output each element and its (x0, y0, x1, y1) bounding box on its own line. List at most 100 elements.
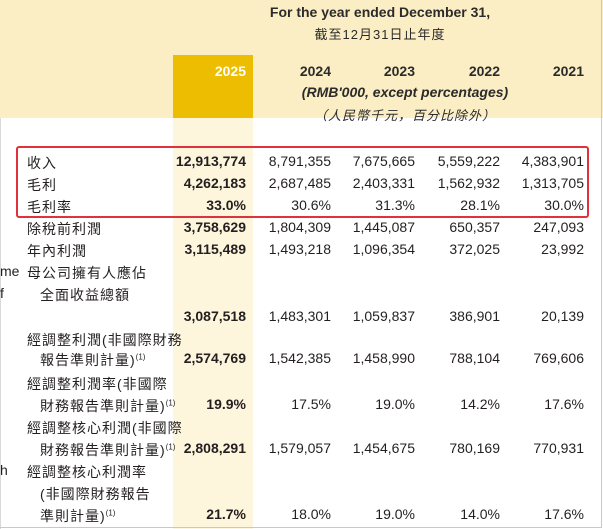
table-row: 除稅前利潤 3,758,629 1,804,309 1,445,087 650,… (0, 219, 603, 241)
table-row: 收入 12,913,774 8,791,355 7,675,665 5,559,… (0, 153, 603, 175)
value-2022: 28.1% (460, 197, 500, 213)
table-row: 19.9% 17.5% 19.0% 14.2% 17.6% (0, 396, 603, 418)
row-label-text: 財務報告準則計量) (40, 442, 166, 458)
value-2023: 1,458,990 (352, 350, 415, 366)
value-2024: 8,791,355 (268, 153, 331, 169)
value-2022: 372,025 (449, 241, 500, 257)
row-label-line: 經調整利潤率(非國際 (27, 376, 168, 392)
row-label-text: 財務報告準則計量) (40, 398, 166, 414)
value-2021: 17.6% (544, 396, 584, 412)
value-2023: 2,403,331 (352, 175, 415, 191)
row-label-line: 準則計量)(1) (40, 506, 115, 526)
value-2021: 20,139 (541, 308, 584, 324)
value-2022: 14.2% (460, 396, 500, 412)
value-2021: 1,313,705 (521, 175, 584, 191)
unit-note-zh: （人民幣千元，百分比除外） (313, 108, 496, 123)
period-title-zh: 截至12月31日止年度 (314, 27, 446, 42)
footnote-ref: (1) (165, 398, 176, 408)
year-2021: 2021 (552, 63, 584, 79)
year-2025: 2025 (214, 63, 246, 79)
value-2021: 23,992 (541, 241, 584, 257)
row-label-line: 母公司擁有人應佔 (27, 265, 147, 281)
unit-note-en: (RMB'000, except percentages) (301, 84, 509, 100)
row-label-line: 經調整核心利潤(非國際 (27, 420, 183, 436)
value-2023: 1,445,087 (352, 219, 415, 235)
period-title-en: For the year ended December 31, (269, 4, 491, 20)
value-2021: 769,606 (533, 350, 584, 366)
value-2025: 3,758,629 (183, 219, 246, 235)
value-2023: 19.0% (375, 506, 415, 522)
row-label-line: (非國際財務報告 (40, 486, 151, 502)
value-2022: 650,357 (449, 219, 500, 235)
row-label-line: 經調整利潤(非國際財務 (27, 332, 183, 348)
row-label-line: 財務報告準則計量)(1) (40, 440, 175, 460)
value-2022: 780,169 (449, 440, 500, 456)
cutoff-text: me (0, 263, 20, 279)
value-2024: 1,483,301 (268, 308, 331, 324)
value-2025: 4,262,183 (183, 175, 246, 191)
highlight-column-2025 (173, 55, 253, 529)
value-2025: 33.0% (206, 197, 246, 213)
footnote-ref: (1) (165, 442, 176, 452)
value-2025: 3,115,489 (184, 241, 246, 257)
value-2023: 31.3% (375, 197, 415, 213)
value-2023: 1,059,837 (352, 308, 415, 324)
value-2024: 1,804,309 (268, 219, 331, 235)
value-2024: 2,687,485 (268, 175, 331, 191)
header-band (0, 0, 603, 118)
value-2024: 1,493,218 (268, 241, 331, 257)
value-2021: 17.6% (544, 506, 584, 522)
year-2024: 2024 (299, 63, 331, 79)
footnote-ref: (1) (135, 352, 146, 362)
value-2022: 788,104 (449, 350, 500, 366)
value-2024: 18.0% (291, 506, 331, 522)
row-label-line: 財務報告準則計量)(1) (40, 396, 175, 416)
value-2025: 21.7% (206, 506, 246, 522)
row-label: 除稅前利潤 (27, 221, 102, 237)
value-2023: 7,675,665 (352, 153, 415, 169)
value-2023: 1,454,675 (352, 440, 415, 456)
table-row: 2,574,769 1,542,385 1,458,990 788,104 76… (0, 350, 603, 372)
row-label: 年內利潤 (27, 243, 87, 259)
value-2022: 5,559,222 (437, 153, 500, 169)
table-row: 2,808,291 1,579,057 1,454,675 780,169 77… (0, 440, 603, 462)
row-label-line: 報告準則計量)(1) (40, 350, 145, 370)
value-2023: 1,096,354 (352, 241, 415, 257)
row-label-text: 報告準則計量) (40, 352, 136, 368)
value-2024: 1,542,385 (268, 350, 331, 366)
row-label: 收入 (27, 155, 57, 171)
value-2023: 19.0% (375, 396, 415, 412)
year-2022: 2022 (468, 63, 500, 79)
value-2022: 1,562,932 (437, 175, 500, 191)
table-row: 毛利率 33.0% 30.6% 31.3% 28.1% 30.0% (0, 197, 603, 219)
table-row: 3,087,518 1,483,301 1,059,837 386,901 20… (0, 308, 603, 330)
value-2022: 386,901 (449, 308, 500, 324)
footnote-ref: (1) (105, 508, 116, 518)
value-2025: 12,913,774 (175, 153, 246, 169)
value-2022: 14.0% (460, 506, 500, 522)
row-label-text: 準則計量) (40, 508, 106, 524)
row-label-line: 經調整核心利潤率 (27, 464, 147, 480)
value-2025: 2,808,291 (183, 440, 246, 456)
row-label-line: 全面收益總額 (40, 287, 130, 303)
table-row: 毛利 4,262,183 2,687,485 2,403,331 1,562,9… (0, 175, 603, 197)
row-label: 毛利率 (27, 199, 72, 215)
table-row: 年內利潤 3,115,489 1,493,218 1,096,354 372,0… (0, 241, 603, 263)
value-2025: 19.9% (206, 396, 246, 412)
table-row: 21.7% 18.0% 19.0% 14.0% 17.6% (0, 506, 603, 528)
row-label: 毛利 (27, 177, 57, 193)
value-2021: 4,383,901 (521, 153, 584, 169)
value-2021: 30.0% (544, 197, 584, 213)
value-2025: 3,087,518 (183, 308, 246, 324)
year-2023: 2023 (383, 63, 415, 79)
highlight-header-2025 (173, 55, 253, 118)
value-2024: 17.5% (291, 396, 331, 412)
cutoff-text: h (0, 462, 8, 478)
left-divider (0, 118, 1, 529)
value-2021: 770,931 (533, 440, 584, 456)
cutoff-text: f (0, 285, 4, 301)
value-2024: 30.6% (291, 197, 331, 213)
value-2025: 2,574,769 (183, 350, 246, 366)
value-2024: 1,579,057 (268, 440, 331, 456)
value-2021: 247,093 (533, 219, 584, 235)
